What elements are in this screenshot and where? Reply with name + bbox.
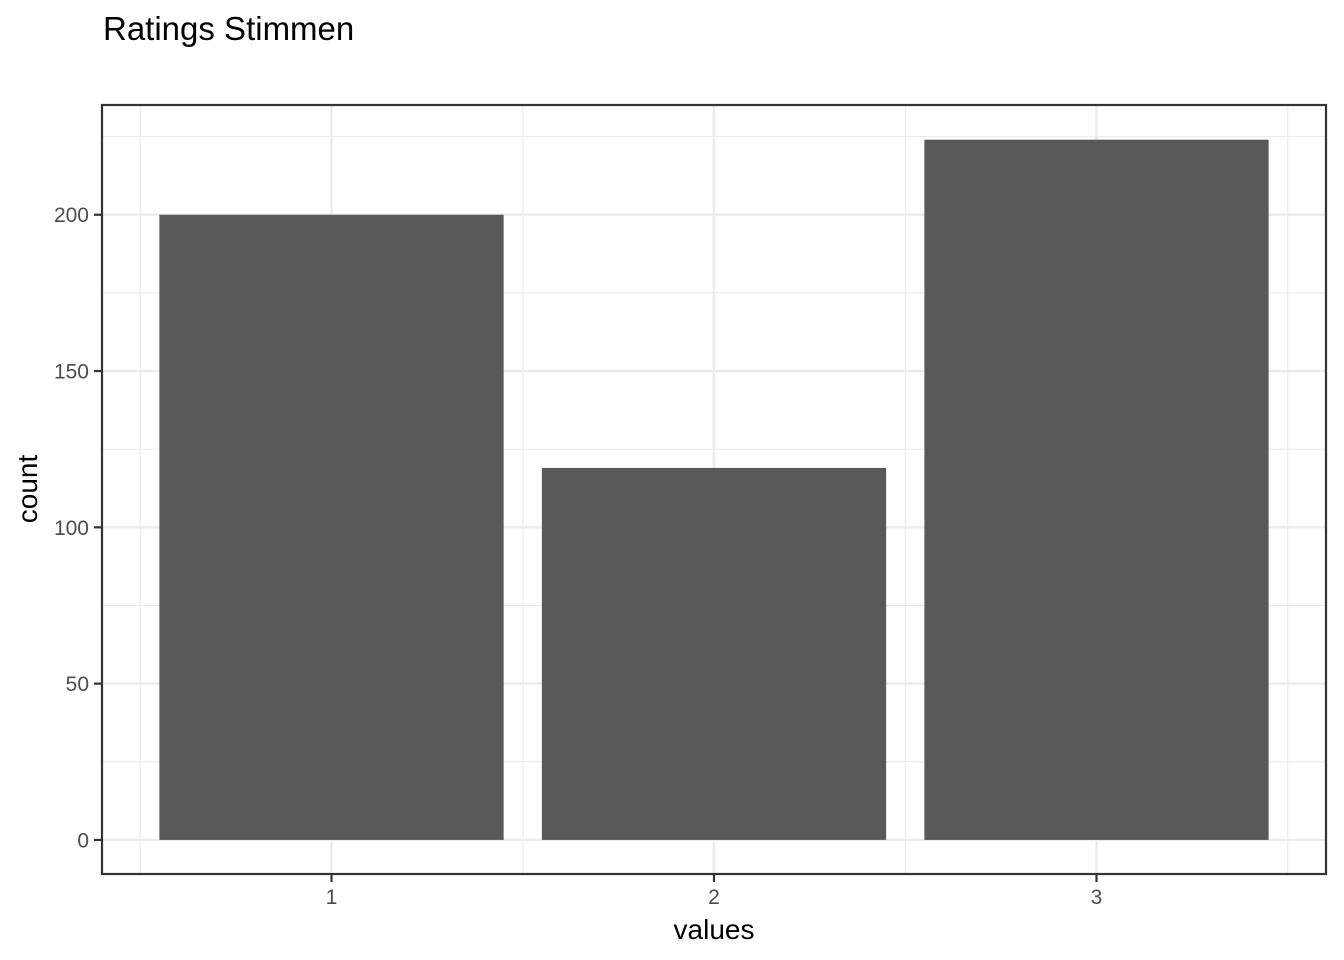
x-axis-title: values bbox=[674, 914, 755, 945]
y-axis: 0 50 100 150 200 bbox=[54, 204, 102, 852]
y-tick-label: 100 bbox=[54, 517, 89, 540]
bars bbox=[159, 139, 1269, 840]
y-tick-label: 50 bbox=[66, 673, 89, 696]
x-tick-label: 3 bbox=[1091, 886, 1103, 909]
x-tick-label: 2 bbox=[708, 886, 720, 909]
chart-title: Ratings Stimmen bbox=[103, 10, 354, 47]
bar-1 bbox=[159, 214, 504, 840]
bar-2 bbox=[541, 467, 887, 840]
y-tick-label: 0 bbox=[77, 829, 89, 852]
x-tick-label: 1 bbox=[326, 886, 338, 909]
y-tick-label: 200 bbox=[54, 204, 89, 227]
x-axis: 1 2 3 bbox=[326, 874, 1103, 909]
y-axis-title: count bbox=[12, 455, 43, 524]
y-tick-label: 150 bbox=[54, 361, 89, 384]
bar-3 bbox=[924, 139, 1269, 840]
